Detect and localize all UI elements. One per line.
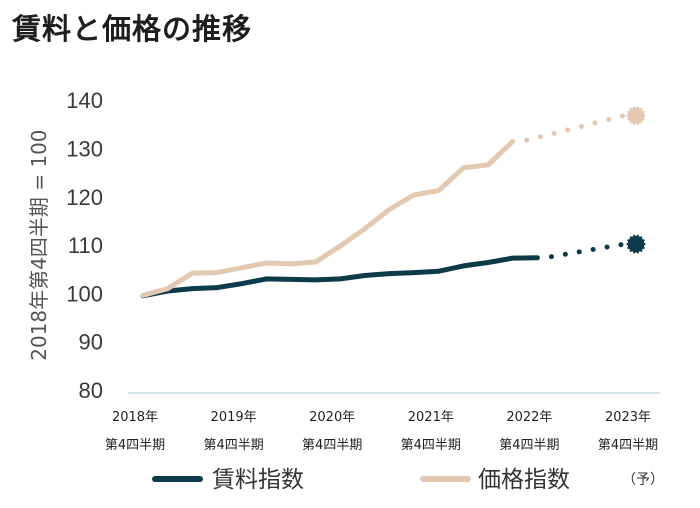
x-tick-year: 2020年 <box>309 410 355 425</box>
forecast-note: （予） <box>622 472 664 488</box>
forecast-line-1 <box>548 241 627 260</box>
legend-label-1: 賃料指数 <box>212 467 304 493</box>
y-tick-label: 90 <box>79 330 103 355</box>
y-axis-label: 2018年第4四半期 = 100 <box>27 129 51 360</box>
x-tick-year: 2019年 <box>211 410 257 425</box>
x-tick-year: 2022年 <box>506 410 552 425</box>
x-tick-quarter: 第4四半期 <box>598 438 658 453</box>
forecast-line-2 <box>524 113 627 143</box>
y-tick-label: 140 <box>66 88 103 113</box>
y-tick-label: 100 <box>66 281 103 306</box>
legend-label-2: 価格指数 <box>478 467 570 493</box>
x-tick-quarter: 第4四半期 <box>302 438 362 453</box>
chart-title: 賃料と価格の推移 <box>12 12 253 46</box>
x-tick-quarter: 第4四半期 <box>203 438 263 453</box>
x-tick-year: 2023年 <box>605 410 651 425</box>
x-tick-quarter: 第4四半期 <box>499 438 559 453</box>
x-tick-quarter: 第4四半期 <box>401 438 461 453</box>
series-line-1 <box>140 255 540 299</box>
y-tick-label: 110 <box>68 233 103 258</box>
x-tick-year: 2021年 <box>408 410 454 425</box>
forecast-marker-1 <box>626 234 646 254</box>
y-tick-label: 80 <box>79 378 103 403</box>
forecast-marker-2 <box>626 105 646 126</box>
x-tick-quarter: 第4四半期 <box>105 438 165 453</box>
y-tick-label: 130 <box>66 137 103 162</box>
series-line-2 <box>140 138 516 298</box>
x-tick-year: 2018年 <box>112 410 158 425</box>
y-tick-label: 120 <box>66 185 103 210</box>
